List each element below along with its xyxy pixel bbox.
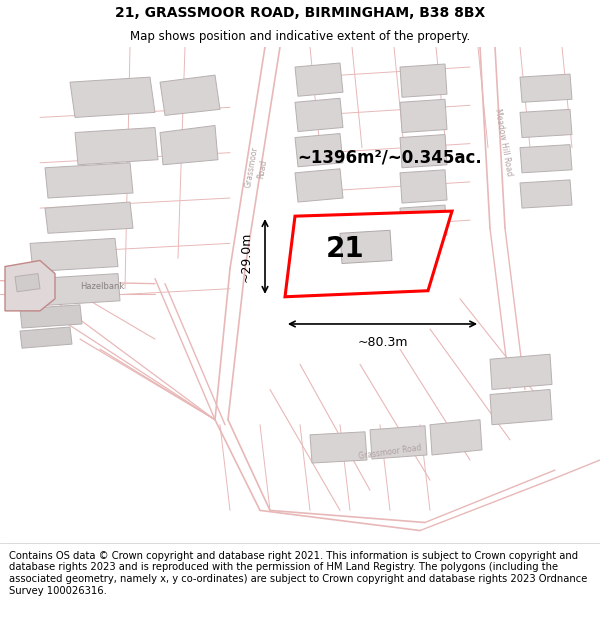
- Polygon shape: [5, 261, 55, 311]
- Polygon shape: [520, 144, 572, 173]
- Polygon shape: [70, 77, 155, 118]
- Polygon shape: [20, 305, 82, 328]
- Text: Meadow Hill Road: Meadow Hill Road: [493, 108, 514, 177]
- Polygon shape: [295, 169, 343, 202]
- Text: 21: 21: [326, 234, 364, 262]
- Polygon shape: [400, 64, 447, 98]
- Polygon shape: [370, 426, 427, 459]
- Text: Contains OS data © Crown copyright and database right 2021. This information is : Contains OS data © Crown copyright and d…: [9, 551, 587, 596]
- Polygon shape: [295, 134, 343, 167]
- Polygon shape: [75, 127, 158, 165]
- Text: Grassmoor Road: Grassmoor Road: [358, 443, 422, 461]
- Text: Hazelbank: Hazelbank: [80, 282, 124, 291]
- Polygon shape: [400, 99, 447, 132]
- Polygon shape: [160, 126, 218, 165]
- Text: ~1396m²/~0.345ac.: ~1396m²/~0.345ac.: [298, 149, 482, 167]
- Polygon shape: [520, 74, 572, 102]
- Polygon shape: [340, 230, 392, 264]
- Polygon shape: [310, 432, 367, 463]
- Polygon shape: [520, 109, 572, 138]
- Polygon shape: [20, 327, 72, 348]
- Polygon shape: [520, 180, 572, 208]
- Text: Map shows position and indicative extent of the property.: Map shows position and indicative extent…: [130, 30, 470, 43]
- Polygon shape: [490, 354, 552, 389]
- Text: ~29.0m: ~29.0m: [240, 231, 253, 282]
- Polygon shape: [160, 75, 220, 116]
- Polygon shape: [400, 134, 447, 168]
- Text: Grassmoor
Road: Grassmoor Road: [244, 146, 270, 190]
- Polygon shape: [35, 274, 120, 306]
- Polygon shape: [45, 202, 133, 233]
- Polygon shape: [400, 205, 447, 238]
- Text: ~80.3m: ~80.3m: [357, 336, 408, 349]
- Polygon shape: [15, 274, 40, 292]
- Polygon shape: [285, 211, 452, 297]
- Polygon shape: [30, 238, 118, 272]
- Polygon shape: [45, 162, 133, 198]
- Polygon shape: [430, 420, 482, 455]
- Text: 21, GRASSMOOR ROAD, BIRMINGHAM, B38 8BX: 21, GRASSMOOR ROAD, BIRMINGHAM, B38 8BX: [115, 6, 485, 20]
- Polygon shape: [295, 98, 343, 131]
- Polygon shape: [400, 170, 447, 203]
- Polygon shape: [490, 389, 552, 425]
- Polygon shape: [295, 63, 343, 96]
